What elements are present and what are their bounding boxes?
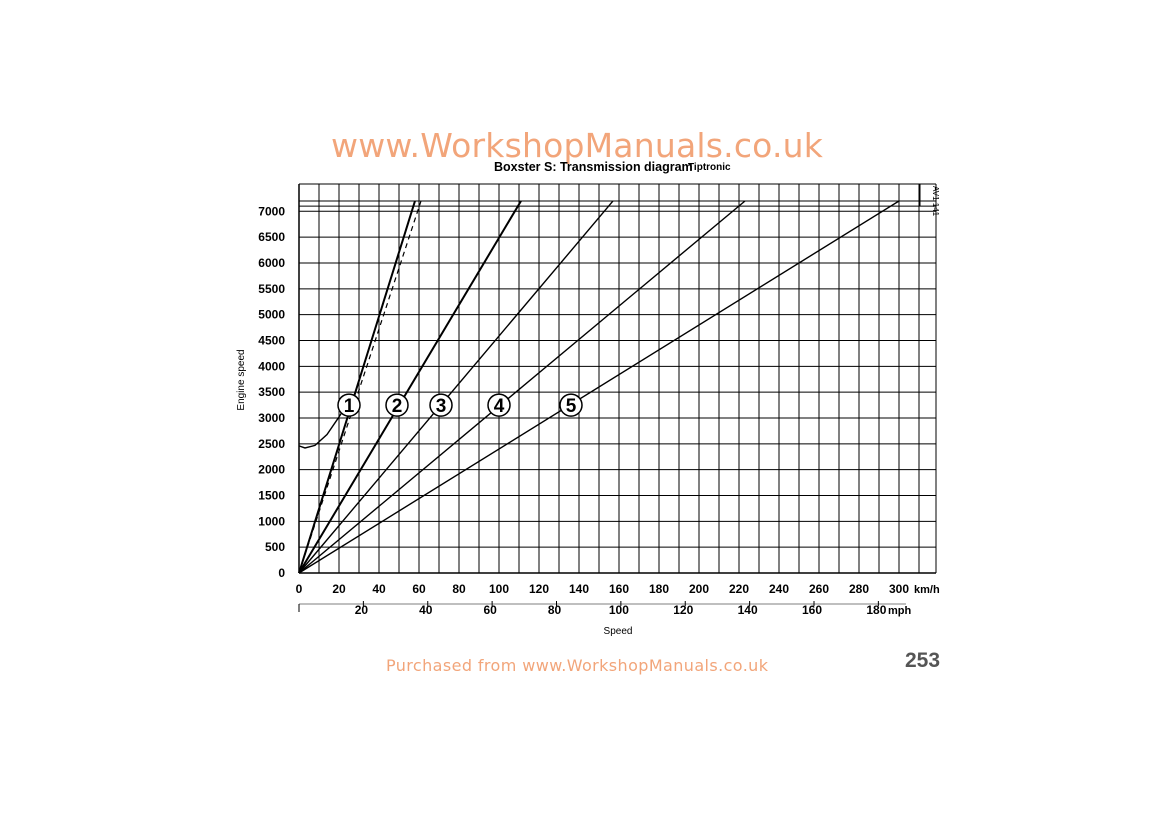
gear-5-label: 5: [566, 396, 577, 417]
x-tick-label-mph: 80: [548, 603, 562, 617]
y-tick-label: 4000: [258, 359, 285, 373]
x-tick-label-kmh: 120: [529, 582, 549, 596]
gear-3-circle: [429, 393, 453, 417]
x-tick-label-kmh: 280: [849, 582, 869, 596]
x-tick-label-mph: 100: [609, 603, 629, 617]
x-tick-label-mph: 120: [673, 603, 693, 617]
chart-title: Boxster S: Transmission diagram: [494, 160, 693, 174]
y-tick-label: 500: [265, 540, 285, 554]
gear-4-line: [298, 200, 746, 574]
y-tick-label: 1500: [258, 488, 285, 502]
x-tick-label-kmh: 40: [372, 582, 386, 596]
y-tick-label: 2000: [258, 463, 285, 477]
x-tick-label-kmh: 180: [649, 582, 669, 596]
x-tick-label-kmh: 220: [729, 582, 749, 596]
x-tick-label-kmh: 140: [569, 582, 589, 596]
gear-2-circle: [385, 393, 409, 417]
x-tick-label-kmh: 200: [689, 582, 709, 596]
y-tick-label: 0: [278, 566, 285, 580]
gear-3-label: 3: [436, 396, 447, 417]
y-tick-label: 4500: [258, 333, 285, 347]
x-tick-label-mph: 160: [802, 603, 822, 617]
y-tick-label: 6500: [258, 230, 285, 244]
gear-2-label: 2: [392, 396, 403, 417]
chart-subtitle: Tiptronic: [688, 162, 731, 173]
gear-3-line: [298, 200, 614, 574]
x-tick-label-kmh: 60: [412, 582, 426, 596]
y-tick-label: 3000: [258, 411, 285, 425]
x-axis-label: Speed: [604, 626, 633, 637]
converter-curve: [298, 400, 350, 449]
x-tick-label-mph: 140: [738, 603, 758, 617]
gear-1-line: [298, 200, 416, 574]
gear-1-label: 1: [344, 396, 355, 417]
chart-labels: Engine speed Speed km/h mph AV1 141 0 500…: [236, 186, 940, 637]
y-tick-label: 3500: [258, 385, 285, 399]
gear-5-circle: [559, 393, 583, 417]
x-tick-label-kmh: 100: [489, 582, 509, 596]
figure-code: AV1 141: [931, 186, 940, 217]
x-tick-label-mph: 60: [483, 603, 497, 617]
x-tick-label-kmh: 240: [769, 582, 789, 596]
x-tick-label-mph: 180: [866, 603, 886, 617]
gear-4-circle: [487, 393, 511, 417]
gear-5-line: [298, 200, 900, 574]
x-tick-label-kmh: 300: [889, 582, 909, 596]
x-tick-label-mph: 40: [419, 603, 433, 617]
x-unit-kmh: km/h: [914, 584, 940, 596]
y-tick-label: 7000: [258, 204, 285, 218]
x-tick-label-mph: 20: [355, 603, 369, 617]
gear-4-label: 4: [494, 396, 505, 417]
x-tick-label-kmh: 160: [609, 582, 629, 596]
chart-marks: 1 2 3 4 5: [298, 200, 900, 574]
y-tick-label: 5500: [258, 282, 285, 296]
gear-1-circle: [337, 393, 361, 417]
x-tick-label-kmh: 0: [296, 582, 303, 596]
y-tick-label: 6000: [258, 256, 285, 270]
watermark-bottom: Purchased from www.WorkshopManuals.co.uk: [386, 656, 769, 675]
gear-2-line: [298, 200, 522, 574]
y-axis-label: Engine speed: [236, 349, 247, 410]
y-tick-label: 2500: [258, 437, 285, 451]
x-unit-mph: mph: [888, 605, 912, 617]
x-tick-label-kmh: 80: [452, 582, 466, 596]
watermark-top: www.WorkshopManuals.co.uk: [331, 126, 824, 165]
page-number: 253: [905, 649, 941, 672]
x-tick-label-kmh: 20: [332, 582, 346, 596]
x-tick-label-kmh: 260: [809, 582, 829, 596]
y-tick-label: 1000: [258, 514, 285, 528]
dashed-reference-line: [298, 200, 422, 574]
y-tick-label: 5000: [258, 308, 285, 322]
chart-grid: [298, 183, 937, 612]
